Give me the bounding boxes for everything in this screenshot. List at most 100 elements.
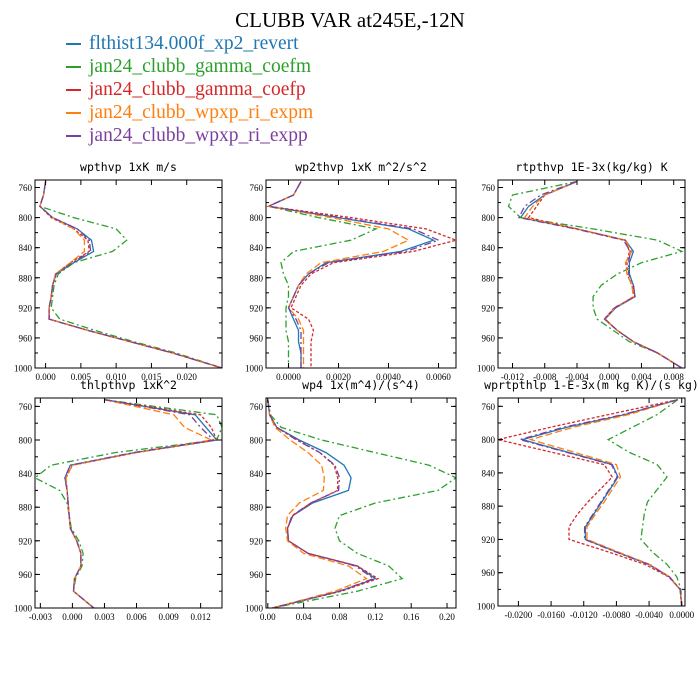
y-tick-label: 1000 bbox=[245, 604, 264, 614]
y-tick-label: 880 bbox=[482, 502, 496, 512]
y-tick-label: 840 bbox=[19, 469, 33, 479]
x-tick-label: 0.009 bbox=[158, 612, 179, 622]
legend-item: jan24_clubb_wpxp_ri_expm bbox=[66, 101, 313, 124]
x-tick-label: 0.16 bbox=[403, 612, 419, 622]
series-line bbox=[267, 399, 368, 608]
panel-title: wp4 1x(m^4)/(s^4) bbox=[302, 378, 420, 392]
series-line bbox=[267, 399, 456, 608]
y-tick-label: 920 bbox=[250, 303, 264, 313]
y-tick-label: 800 bbox=[482, 213, 496, 223]
panel-title: wp2thvp 1xK m^2/s^2 bbox=[295, 160, 427, 174]
x-tick-label: 0.006 bbox=[126, 612, 147, 622]
x-tick-label: 0.015 bbox=[141, 372, 162, 382]
panel-title: wprtpthlp 1-E-3x(m kg K)/(s kg) bbox=[484, 378, 699, 392]
y-tick-label: 800 bbox=[250, 436, 264, 446]
x-tick-label: 0.12 bbox=[367, 612, 383, 622]
x-tick-label: 0.000 bbox=[599, 372, 620, 382]
plot-frame bbox=[265, 397, 457, 609]
series-line bbox=[527, 180, 683, 368]
series-line bbox=[267, 399, 377, 608]
y-tick-label: 960 bbox=[482, 568, 496, 578]
x-tick-label: -0.004 bbox=[565, 372, 589, 382]
plot-frame bbox=[34, 179, 223, 369]
x-tick-label: 0.012 bbox=[191, 612, 211, 622]
x-tick-label: 0.010 bbox=[106, 372, 127, 382]
panel-1: wpthvp 1xK m/s76080084088092096010000.00… bbox=[14, 160, 223, 382]
x-tick-label: -0.0200 bbox=[505, 610, 533, 620]
panel-title: thlpthvp 1xK^2 bbox=[80, 378, 177, 392]
y-tick-label: 920 bbox=[250, 536, 264, 546]
y-tick-label: 800 bbox=[482, 435, 496, 445]
legend-swatch bbox=[66, 111, 81, 114]
series-line bbox=[35, 399, 222, 608]
y-tick-label: 840 bbox=[250, 469, 264, 479]
y-tick-label: 960 bbox=[250, 333, 264, 343]
series-line bbox=[39, 181, 222, 368]
y-tick-label: 800 bbox=[19, 213, 33, 223]
y-tick-label: 960 bbox=[250, 570, 264, 580]
x-tick-label: 0.0040 bbox=[376, 372, 401, 382]
y-tick-label: 840 bbox=[482, 243, 496, 253]
y-tick-label: 960 bbox=[482, 333, 496, 343]
panel-title: wpthvp 1xK m/s bbox=[80, 160, 177, 174]
legend-label: jan24_clubb_gamma_coefm bbox=[89, 55, 312, 77]
y-tick-label: 880 bbox=[19, 503, 33, 513]
figure-title: CLUBB VAR at245E,-12N bbox=[235, 8, 465, 32]
x-tick-label: 0.08 bbox=[332, 612, 348, 622]
y-tick-label: 880 bbox=[250, 273, 264, 283]
y-tick-label: 1000 bbox=[14, 364, 33, 374]
legend-item: jan24_clubb_gamma_coefm bbox=[66, 55, 313, 78]
x-tick-label: -0.0120 bbox=[570, 610, 598, 620]
series-line bbox=[64, 399, 215, 608]
y-tick-label: 920 bbox=[482, 535, 496, 545]
x-tick-label: 0.008 bbox=[664, 372, 685, 382]
panel-3: rtpthvp 1E-3x(kg/kg) K 760 800 840 880 920 960… bbox=[477, 160, 686, 382]
legend-item: flthist134.000f_xp2_revert bbox=[66, 32, 313, 55]
series-line bbox=[39, 181, 222, 368]
panel-2: wp2thvp 1xK m^2/s^2 760 800 840 880 920 960 100… bbox=[245, 160, 457, 382]
plot-frame bbox=[34, 397, 223, 609]
legend-label: jan24_clubb_wpxp_ri_expm bbox=[89, 101, 314, 123]
x-tick-label: -0.0160 bbox=[537, 610, 565, 620]
plot-frame bbox=[265, 179, 457, 369]
y-tick-label: 760 bbox=[482, 402, 496, 412]
x-tick-label: 0.005 bbox=[71, 372, 92, 382]
x-tick-label: 0.0000 bbox=[276, 372, 301, 382]
legend-item: jan24_clubb_wpxp_ri_expp bbox=[66, 124, 313, 147]
legend-swatch bbox=[66, 88, 81, 91]
y-tick-label: 1000 bbox=[477, 364, 496, 374]
series-line bbox=[266, 181, 456, 368]
plot-frame bbox=[497, 397, 686, 607]
series-line bbox=[266, 181, 379, 368]
series-line bbox=[266, 181, 441, 368]
panel-5: wp4 1x(m^4)/(s^4)76080084088092096010000… bbox=[245, 378, 457, 622]
x-tick-label: -0.0040 bbox=[635, 610, 663, 620]
series-line bbox=[65, 399, 214, 608]
x-tick-label: 0.00 bbox=[260, 612, 276, 622]
legend-item: jan24_clubb_gamma_coefp bbox=[66, 78, 313, 101]
series-line bbox=[39, 181, 222, 368]
x-tick-label: 0.0060 bbox=[426, 372, 451, 382]
series-line bbox=[518, 180, 683, 368]
x-tick-label: 0.000 bbox=[62, 612, 83, 622]
y-tick-label: 800 bbox=[250, 213, 264, 223]
x-tick-label: 0.20 bbox=[439, 612, 455, 622]
y-tick-label: 880 bbox=[250, 503, 264, 513]
y-tick-label: 760 bbox=[19, 402, 33, 412]
y-tick-label: 760 bbox=[19, 183, 33, 193]
legend: flthist134.000f_xp2_revert jan24_clubb_g… bbox=[66, 32, 313, 147]
x-tick-label: -0.012 bbox=[501, 372, 524, 382]
x-tick-label: 0.003 bbox=[94, 612, 115, 622]
y-tick-label: 880 bbox=[19, 273, 33, 283]
series-line bbox=[39, 181, 222, 368]
y-tick-label: 1000 bbox=[477, 602, 496, 612]
y-tick-label: 1000 bbox=[245, 364, 264, 374]
panel-title: rtpthvp 1E-3x(kg/kg) K bbox=[515, 160, 667, 174]
y-tick-label: 760 bbox=[250, 183, 264, 193]
x-tick-label: 0.04 bbox=[296, 612, 312, 622]
legend-swatch bbox=[66, 65, 81, 68]
series-line bbox=[39, 181, 222, 368]
series-line bbox=[65, 399, 218, 608]
legend-label: flthist134.000f_xp2_revert bbox=[89, 32, 299, 54]
